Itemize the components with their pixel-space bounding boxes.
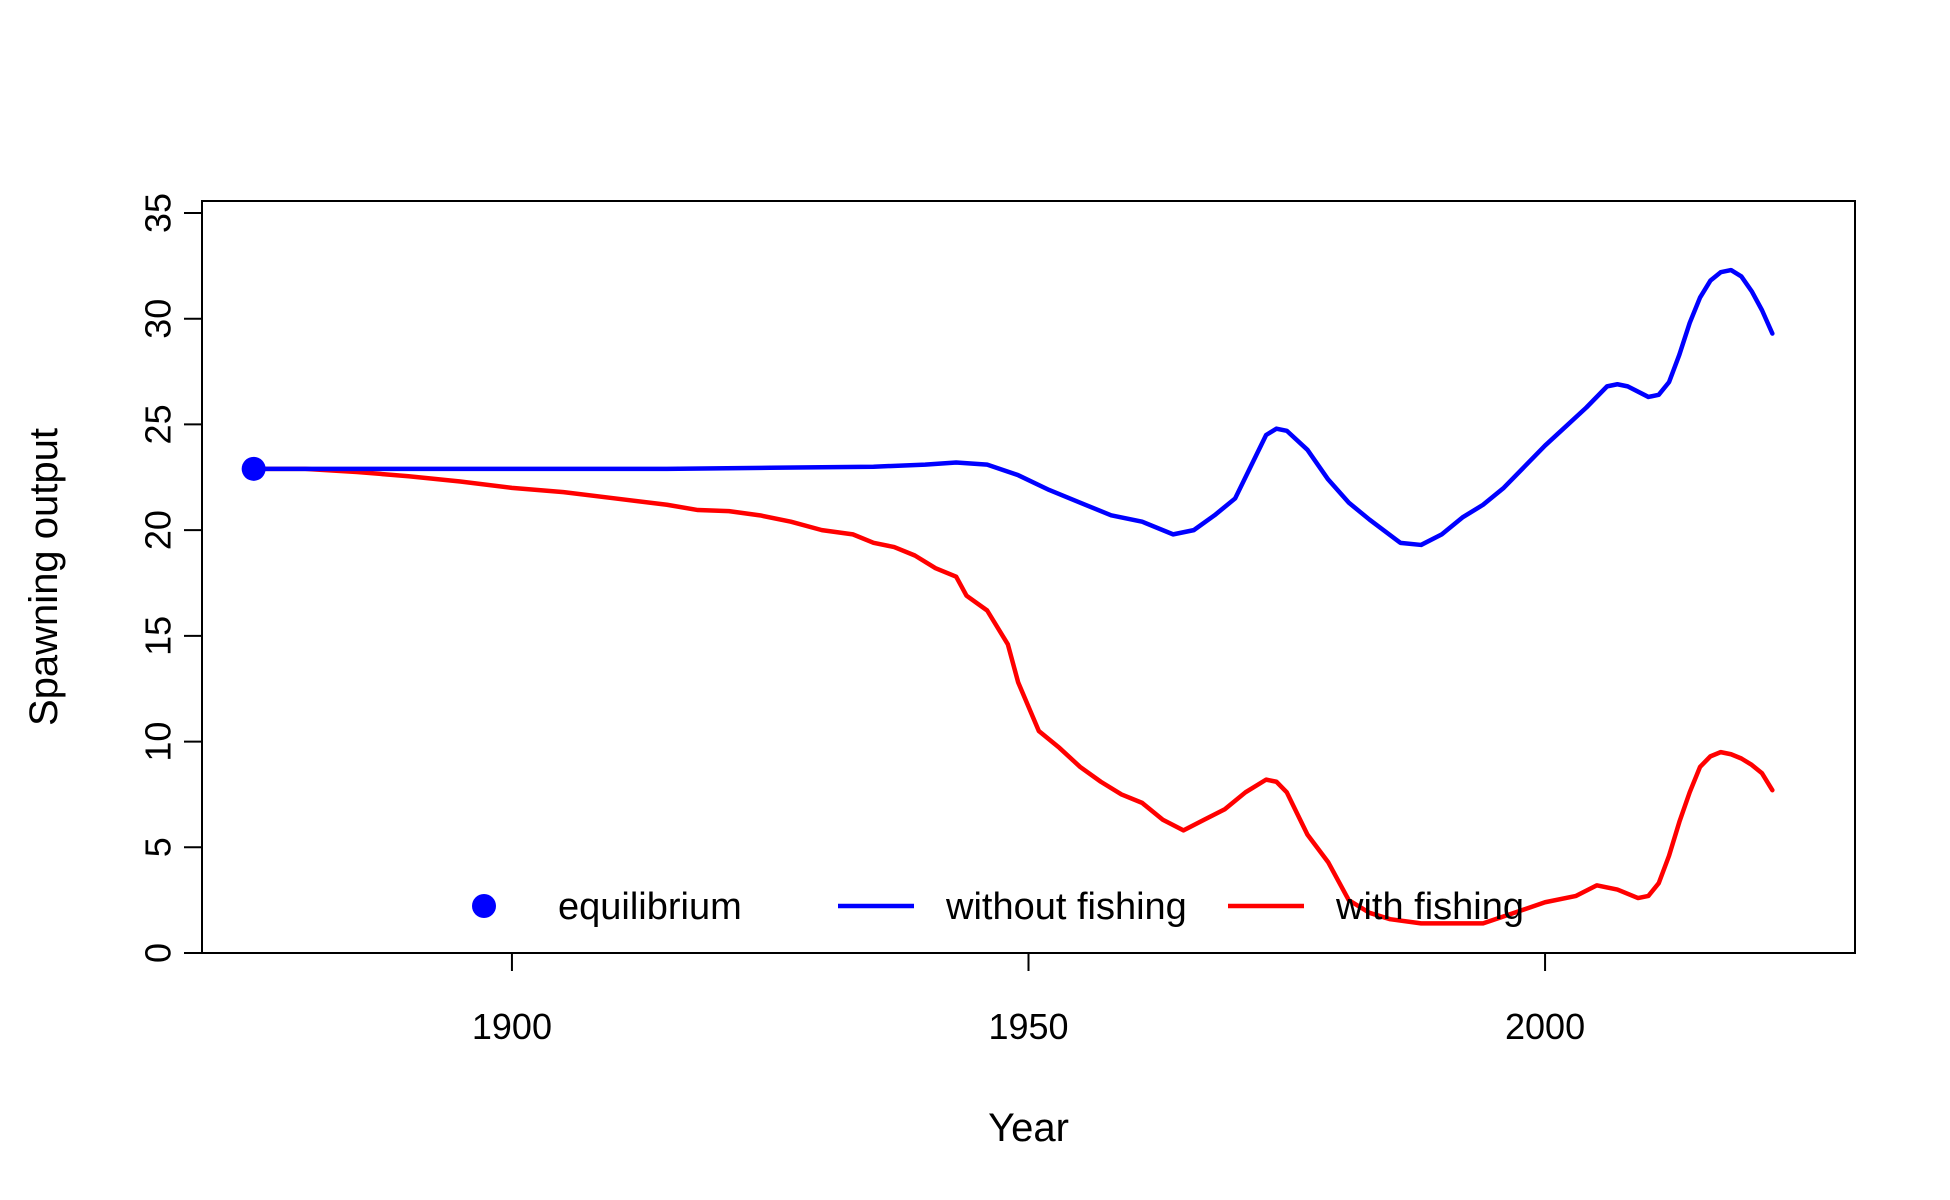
legend-without-fishing-label: without fishing [945, 886, 1187, 928]
x-tick-label: 2000 [1505, 1006, 1585, 1047]
series-line-with-fishing [251, 466, 1775, 926]
y-tick-label: 5 [138, 837, 179, 857]
y-tick-label: 20 [138, 510, 179, 550]
y-axis: 0 5 10 15 20 25 30 35 [138, 193, 203, 963]
legend: equilibrium without fishing with fishing [472, 886, 1524, 928]
series-line-without-fishing [251, 267, 1775, 548]
legend-with-fishing-label: with fishing [1335, 886, 1524, 928]
x-axis-title: Year [988, 1106, 1069, 1150]
y-tick-label: 10 [138, 722, 179, 762]
y-axis-title: Spawning output [22, 428, 66, 726]
x-tick-label: 1900 [472, 1006, 552, 1047]
series-layer [241, 267, 1775, 926]
legend-equilibrium-label: equilibrium [558, 886, 742, 928]
plot-area-frame [201, 200, 1856, 954]
y-tick-label: 15 [138, 616, 179, 656]
x-tick-label: 1950 [988, 1006, 1068, 1047]
y-tick-label: 25 [138, 404, 179, 444]
y-tick-label: 30 [138, 299, 179, 339]
x-axis: 1900 1950 2000 [472, 953, 1585, 1047]
legend-equilibrium-marker [472, 894, 496, 918]
equilibrium-point [241, 456, 266, 481]
y-tick-label: 35 [138, 193, 179, 233]
y-tick-label: 0 [138, 943, 179, 963]
